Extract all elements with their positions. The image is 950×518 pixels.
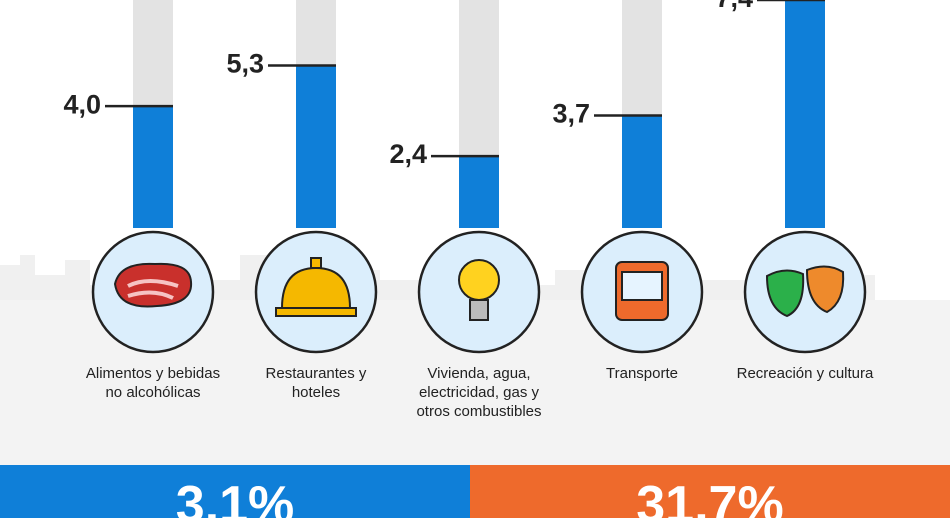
icon [310, 257, 322, 269]
icon-circle [743, 230, 867, 354]
bar [622, 115, 662, 228]
bars: 4,0 5,3 2,4 3,7 7,4 [63, 0, 867, 354]
bar [296, 65, 336, 229]
category-label: Transporte [606, 365, 678, 382]
icon [458, 259, 500, 301]
icon [765, 269, 805, 318]
value-label: 7,4 [715, 0, 753, 13]
icon [275, 307, 357, 317]
value-label: 5,3 [226, 49, 264, 79]
value-label: 4,0 [63, 89, 101, 119]
icon [113, 262, 193, 308]
icon [458, 259, 500, 321]
bar [133, 106, 173, 228]
value-label: 3,7 [552, 99, 590, 129]
icon [275, 257, 357, 317]
icon [615, 261, 669, 321]
icon [621, 271, 663, 301]
icon [805, 265, 845, 314]
bar [459, 156, 499, 228]
icon [113, 262, 193, 308]
category-label: Vivienda, agua, electricidad, gas y otro… [416, 365, 542, 420]
icon [127, 279, 179, 300]
icon [469, 299, 489, 321]
bar [785, 0, 825, 228]
category-label: Restaurantes y hoteles [265, 365, 367, 401]
footer-banner: 31,7% [470, 465, 950, 518]
value-label: 2,4 [389, 139, 427, 169]
footer-banner: 3,1% [0, 465, 470, 518]
category-label: Alimentos y bebidas no alcohólicas [85, 365, 221, 401]
category-label: Recreación y cultura [736, 365, 874, 382]
icon [765, 265, 845, 318]
